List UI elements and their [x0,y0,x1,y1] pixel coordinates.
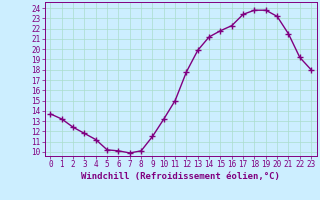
X-axis label: Windchill (Refroidissement éolien,°C): Windchill (Refroidissement éolien,°C) [81,172,280,181]
